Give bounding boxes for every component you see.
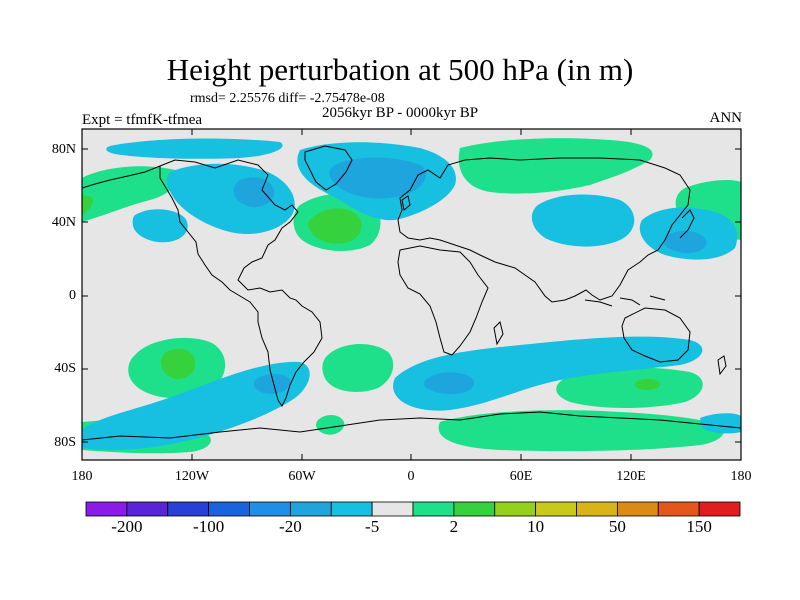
experiment-label: Expt = tfmfK-tfmea [82,112,203,128]
colorbar-swatch [208,501,250,517]
colorbar-swatch [249,501,291,517]
east-pacific-south-negative [700,413,741,434]
colorbar-swatch [85,501,128,517]
lat-label-80n: 80N [51,142,76,157]
lon-label-180w: 180 [71,469,93,484]
coast-greenland [304,145,353,191]
arctic-west-positive [82,182,135,222]
colorbar-swatch [330,501,373,517]
s-america-negative [82,361,310,450]
s-pacific-neg-core [253,374,291,394]
lon-label-60w: 60W [288,469,316,484]
colorbar-swatch [535,501,577,517]
coast-africa [397,245,489,356]
greenland-core [329,157,426,199]
arctic-east-positive [458,138,653,194]
s-pacific-core [160,348,196,380]
arctic-strip-negative [106,138,283,159]
coast-uk [401,195,411,211]
s-atlantic-core [424,372,475,395]
japan-core [663,230,707,254]
pacific-ne-negative [132,209,188,243]
map-panel [82,129,741,460]
colorbar [85,501,741,517]
lon-label-180e: 180 [730,469,752,484]
colorbar-swatch [289,501,332,517]
colorbar-swatch [698,501,741,517]
colorbar-swatch [126,501,169,517]
colorbar-label: -20 [279,517,302,536]
lat-label-0: 0 [69,288,76,303]
s-indian-core [635,379,661,390]
colorbar-swatch [453,501,496,517]
small-south-positive [316,414,345,435]
colorbar-swatch [494,501,537,517]
colorbar-swatch [616,501,659,517]
coast-north-america [159,159,323,407]
coastlines [82,145,741,441]
plot-title: Height perturbation at 500 hPa (in m) [166,52,634,87]
colorbar-label: 10 [527,517,545,536]
coast-madagascar [493,321,504,346]
colorbar-swatch [657,501,700,517]
colorbar-label: 150 [686,517,712,536]
lat-ticks [82,148,741,443]
colorbar-label: -5 [365,517,380,536]
central-asia-negative [531,194,635,247]
colorbar-swatch [412,501,455,517]
lon-label-60e: 60E [509,469,533,484]
lon-label-120w: 120W [174,469,210,484]
season-label: ANN [709,110,743,126]
colorbar-swatch [167,501,210,517]
coast-nz [717,355,727,376]
pacific-west-core [82,195,93,215]
lat-label-40n: 40N [51,215,76,230]
antarctic-positive [438,410,724,452]
period-label: 2056kyr BP - 0000kyr BP [321,105,479,121]
colorbar-label: -100 [193,517,225,536]
colorbar-label: 50 [608,517,626,536]
lon-label-0: 0 [407,469,415,484]
coast-antarctica [82,411,741,441]
colorbar-swatch [371,501,414,517]
coast-eurasia [397,157,691,303]
s-atlantic-positive [322,344,394,392]
stats-line: rmsd= 2.25576 diff= -2.75478e-08 [190,91,385,106]
coast-alaska [82,165,161,189]
colorbar-label: -200 [111,517,143,536]
n-atlantic-core [308,208,362,244]
s-indian-positive [556,367,703,408]
lat-label-40s: 40S [54,361,76,376]
lon-label-120e: 120E [616,469,646,484]
lat-label-80s: 80S [54,435,76,450]
coast-japan [679,209,695,239]
lon-ticks [191,129,632,460]
coast-indonesia [584,295,666,307]
colorbar-label: 2 [449,517,459,536]
coast-australia [621,307,691,363]
s-atlantic-indian-negative [393,336,703,411]
strong-negative-regions [233,157,707,395]
colorbar-swatch [576,501,618,517]
strong-positive-regions [82,195,661,390]
